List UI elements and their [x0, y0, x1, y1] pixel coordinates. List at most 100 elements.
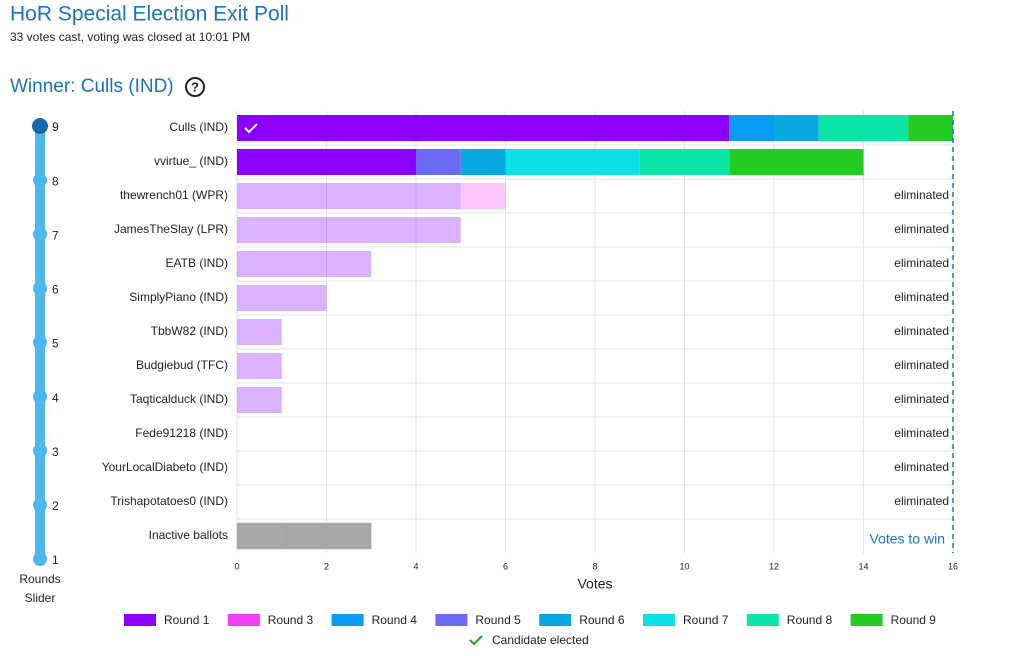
- x-tick-label: 12: [769, 561, 779, 571]
- slider-tick-label: 5: [52, 337, 59, 351]
- help-icon[interactable]: ?: [185, 77, 205, 97]
- status-label: eliminated: [894, 324, 949, 338]
- slider-tick-label: 2: [52, 499, 59, 513]
- legend-swatch: [124, 614, 156, 626]
- legend-swatch: [643, 614, 675, 626]
- bar-segment: [774, 115, 819, 141]
- legend-label: Round 5: [475, 613, 521, 627]
- status-label: eliminated: [894, 358, 949, 372]
- bar-segment: [729, 115, 774, 141]
- status-label: eliminated: [894, 460, 949, 474]
- legend-label: Round 3: [268, 613, 314, 627]
- status-label: eliminated: [894, 392, 949, 406]
- x-tick-label: 14: [858, 561, 868, 571]
- bar-segment: [460, 183, 506, 209]
- inactive-segment: [236, 522, 282, 550]
- candidate-label: Trishapotatoes0 (IND): [110, 494, 228, 508]
- legend-label: Round 6: [579, 613, 625, 627]
- legend-label: Round 9: [891, 613, 937, 627]
- bar-segment: [237, 353, 282, 379]
- legend-check: [469, 635, 483, 646]
- x-tick-label: 2: [324, 561, 329, 571]
- x-axis-label: Votes: [577, 576, 612, 592]
- bar-segment: [505, 149, 640, 175]
- legend-swatch: [539, 614, 572, 626]
- slider-tick-label: 1: [52, 553, 59, 567]
- bar-segment: [237, 387, 282, 413]
- status-label: eliminated: [894, 222, 949, 236]
- slider-tick-label: 3: [52, 445, 59, 459]
- bar-segment: [237, 183, 461, 209]
- x-tick-label: 6: [503, 561, 508, 571]
- slider-stop[interactable]: [33, 552, 47, 566]
- status-label: eliminated: [894, 426, 949, 440]
- bar-segment: [237, 285, 327, 311]
- bar-segment: [237, 217, 461, 243]
- slider-stop[interactable]: [33, 281, 47, 296]
- slider-stop[interactable]: [33, 389, 47, 404]
- bar-segment: [908, 115, 953, 141]
- bar-segment: [639, 149, 730, 175]
- subtitle: 33 votes cast, voting was closed at 10:0…: [10, 30, 250, 44]
- legend-swatch: [435, 614, 468, 626]
- slider-stop[interactable]: [33, 227, 47, 242]
- legend-label: Round 8: [787, 613, 833, 627]
- slider-tick-label: 4: [52, 391, 59, 405]
- slider-stop[interactable]: [33, 335, 47, 350]
- slider-tick-label: 6: [52, 283, 59, 297]
- bar-segment: [729, 149, 864, 175]
- bar-segment: [237, 115, 730, 141]
- legend-swatch: [227, 614, 260, 626]
- x-tick-label: 8: [592, 561, 597, 571]
- slider-stop[interactable]: [33, 443, 47, 458]
- bar-segment: [237, 319, 282, 345]
- candidate-label: SimplyPiano (IND): [129, 290, 228, 304]
- legend-elected: Candidate elected: [492, 633, 589, 647]
- slider-tick-label: 8: [52, 174, 59, 188]
- x-tick-label: 10: [679, 561, 689, 571]
- slider-tick-label: 9: [52, 120, 59, 134]
- legend-swatch: [331, 614, 364, 626]
- slider-stop[interactable]: [33, 173, 47, 188]
- title: HoR Special Election Exit Poll: [10, 3, 289, 26]
- legend-label: Round 1: [164, 613, 210, 627]
- status-label: eliminated: [894, 188, 949, 202]
- slider-stop[interactable]: [32, 118, 48, 134]
- threshold-label: Votes to win: [870, 531, 946, 547]
- x-tick-label: 4: [413, 561, 418, 571]
- status-label: eliminated: [894, 256, 949, 270]
- slider-stop[interactable]: [33, 497, 47, 512]
- inactive-label: Inactive ballots: [149, 528, 228, 542]
- status-label: eliminated: [894, 494, 949, 508]
- bar-segment: [460, 149, 506, 175]
- legend-label: Round 4: [372, 613, 418, 627]
- winner: Winner: Culls (IND): [10, 76, 174, 97]
- legend-swatch: [850, 614, 883, 626]
- slider-label: Rounds: [19, 572, 60, 586]
- legend-swatch: [746, 614, 779, 626]
- bar-segment: [818, 115, 909, 141]
- candidate-label: vvirtue_ (IND): [154, 154, 228, 168]
- candidate-label: YourLocalDiabeto (IND): [102, 460, 228, 474]
- candidate-label: Fede91218 (IND): [135, 426, 228, 440]
- legend-label: Round 7: [683, 613, 729, 627]
- status-label: eliminated: [894, 290, 949, 304]
- inactive-segment: [281, 522, 372, 550]
- candidate-label: TbbW82 (IND): [151, 324, 228, 338]
- bar-segment: [237, 251, 372, 277]
- x-tick-label: 0: [234, 561, 239, 571]
- elected-check: [244, 123, 258, 134]
- bar-segment: [237, 149, 416, 175]
- candidate-label: Budgiebud (TFC): [136, 358, 228, 372]
- candidate-label: thewrench01 (WPR): [120, 188, 228, 202]
- slider-label: Slider: [25, 591, 56, 605]
- candidate-label: JamesTheSlay (LPR): [114, 222, 228, 236]
- candidate-label: EATB (IND): [166, 256, 228, 270]
- candidate-label: Culls (IND): [169, 120, 228, 134]
- svg-text:?: ?: [191, 79, 199, 94]
- bar-segment: [416, 149, 461, 175]
- slider-tick-label: 7: [52, 228, 59, 242]
- x-tick-label: 16: [948, 561, 958, 571]
